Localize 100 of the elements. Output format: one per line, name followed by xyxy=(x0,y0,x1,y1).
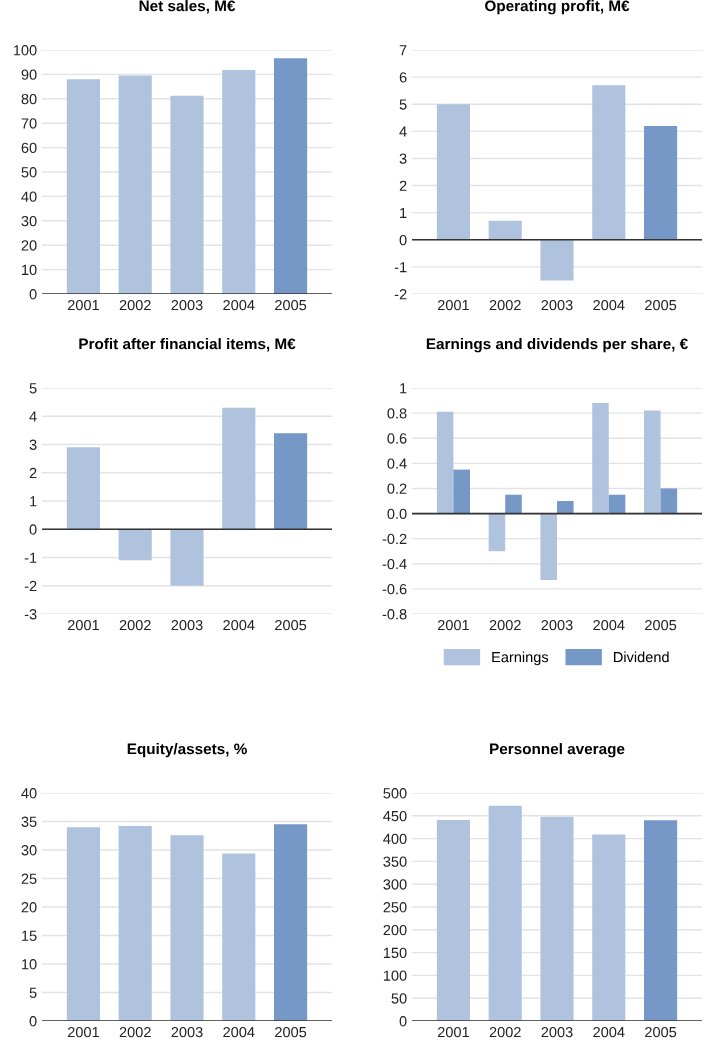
y-tick-label: 350 xyxy=(383,856,407,867)
x-tick-label: 2004 xyxy=(223,1026,255,1038)
bar xyxy=(488,220,522,240)
bar xyxy=(453,469,470,514)
y-tick-label: 450 xyxy=(383,810,407,822)
legend-label: Dividend xyxy=(614,651,669,663)
y-tick-label: 0 xyxy=(399,1016,407,1027)
bar xyxy=(222,853,256,1021)
y-tick-label: 4 xyxy=(29,411,37,422)
y-tick-label: 2 xyxy=(399,180,407,191)
bar xyxy=(592,403,609,514)
bar xyxy=(488,805,522,1021)
x-tick-label: 2003 xyxy=(171,619,203,631)
bar xyxy=(436,104,470,240)
x-tick-label: 2003 xyxy=(171,1026,203,1038)
bar xyxy=(660,488,678,514)
y-tick-label: 200 xyxy=(383,924,407,936)
bar xyxy=(170,95,204,294)
y-tick-label: -0.6 xyxy=(382,583,407,595)
y-tick-label: -1 xyxy=(24,552,37,563)
y-tick-label: 0.8 xyxy=(387,408,407,419)
y-tick-label: 50 xyxy=(21,167,37,178)
x-tick-label: 2005 xyxy=(275,1026,307,1038)
x-tick-label: 2004 xyxy=(223,299,255,311)
y-tick-label: 25 xyxy=(21,873,37,884)
x-tick-label: 2002 xyxy=(489,619,521,631)
y-tick-label: 0.6 xyxy=(387,433,407,444)
x-tick-label: 2003 xyxy=(171,299,203,311)
y-tick-label: 60 xyxy=(21,142,37,154)
bar xyxy=(118,75,152,294)
bar xyxy=(436,819,470,1021)
bar xyxy=(557,501,574,514)
bar xyxy=(66,827,100,1021)
y-tick-label: -0.2 xyxy=(382,533,407,545)
bar xyxy=(274,433,308,530)
bar xyxy=(66,447,100,530)
x-tick-label: 2001 xyxy=(437,619,469,631)
y-tick-label: -0.4 xyxy=(382,558,407,570)
bar xyxy=(118,529,152,561)
y-tick-label: 30 xyxy=(21,845,37,856)
bar xyxy=(505,494,522,514)
y-tick-label: 10 xyxy=(22,959,37,970)
bar xyxy=(644,125,678,240)
x-tick-label: 2002 xyxy=(119,619,151,631)
y-tick-label: 1 xyxy=(400,207,407,218)
y-tick-label: 5 xyxy=(29,987,37,998)
y-tick-label: 80 xyxy=(21,93,37,105)
bar xyxy=(222,407,256,530)
y-tick-label: 0 xyxy=(29,1016,37,1027)
y-tick-label: 100 xyxy=(13,45,37,56)
y-tick-label: 400 xyxy=(383,833,407,845)
bar xyxy=(222,70,256,294)
bar xyxy=(170,529,204,586)
y-tick-label: 3 xyxy=(399,153,407,164)
y-tick-label: 3 xyxy=(29,439,37,450)
x-tick-label: 2005 xyxy=(275,299,307,311)
bar xyxy=(644,410,661,514)
y-tick-label: 30 xyxy=(21,215,37,227)
y-tick-label: 40 xyxy=(21,788,37,799)
x-tick-label: 2001 xyxy=(67,619,99,631)
bar xyxy=(644,820,678,1021)
x-tick-label: 2004 xyxy=(593,299,625,311)
y-tick-label: 5 xyxy=(29,383,37,394)
y-tick-label: 1 xyxy=(30,496,37,507)
bar xyxy=(592,834,626,1021)
y-tick-label: 4 xyxy=(399,126,407,137)
y-tick-label: 0.2 xyxy=(387,483,407,494)
chart-title: Earnings and dividends per share, € xyxy=(426,338,688,353)
y-tick-label: 1 xyxy=(400,383,407,394)
x-tick-label: 2001 xyxy=(437,1026,469,1038)
chart-title: Profit after financial items, M€ xyxy=(79,338,296,352)
bar xyxy=(436,411,454,514)
x-tick-label: 2003 xyxy=(541,1026,573,1038)
x-tick-label: 2001 xyxy=(437,299,469,311)
x-tick-label: 2003 xyxy=(541,619,573,631)
y-tick-label: 7 xyxy=(399,45,407,56)
bar xyxy=(540,816,574,1021)
bar xyxy=(488,513,506,552)
chart-title: Equity/assets, % xyxy=(127,743,247,758)
chart-title: Net sales, M€ xyxy=(139,0,236,14)
x-tick-label: 2002 xyxy=(489,1026,521,1038)
y-tick-label: 40 xyxy=(21,191,37,202)
bar xyxy=(274,58,308,294)
bar xyxy=(608,494,626,514)
bar xyxy=(540,513,557,581)
y-tick-label: 2 xyxy=(29,467,37,479)
bar xyxy=(118,826,152,1021)
y-tick-label: 0 xyxy=(399,234,407,246)
x-tick-label: 2001 xyxy=(67,299,99,311)
bar xyxy=(170,835,204,1021)
x-tick-label: 2004 xyxy=(593,619,625,631)
x-tick-label: 2004 xyxy=(223,619,255,631)
y-tick-label: 0.4 xyxy=(387,458,407,469)
y-tick-label: -2 xyxy=(394,289,407,300)
x-tick-label: 2002 xyxy=(119,1026,151,1038)
y-tick-label: 20 xyxy=(21,240,37,251)
y-tick-label: 5 xyxy=(399,99,407,110)
bar xyxy=(274,824,308,1021)
y-tick-label: -1 xyxy=(394,262,407,273)
bar xyxy=(540,239,574,281)
